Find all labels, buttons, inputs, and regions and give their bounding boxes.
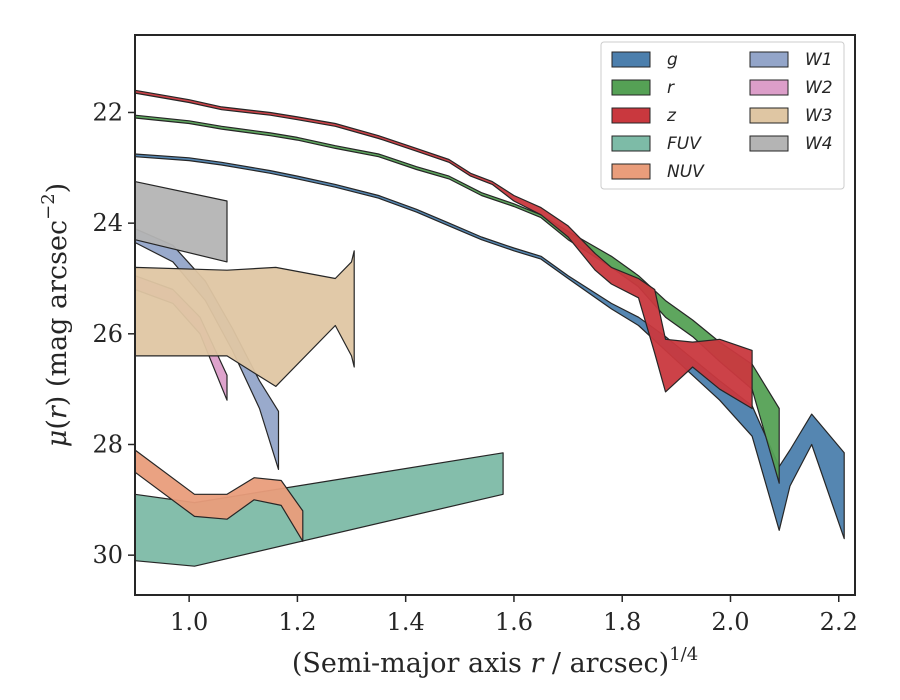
bands-layer (134, 89, 845, 567)
legend-swatch-nuv (611, 163, 651, 180)
legend-label-w2: W2 (805, 78, 833, 98)
legend-label-w4: W4 (805, 134, 833, 154)
y-tick-label: 30 (92, 541, 123, 569)
legend-label-r: r (667, 78, 675, 98)
legend-swatch-w2 (749, 79, 789, 96)
legend-entries: grz FUV NUV W1 W2 W3 W4 (611, 50, 833, 182)
y-axis-title-paren: ( (42, 419, 73, 430)
y-tick-label: 28 (92, 430, 123, 458)
x-tick-label: 1.0 (170, 608, 208, 636)
legend-swatch-w3 (749, 107, 789, 124)
legend-label-nuv: NUV (667, 162, 705, 182)
y-axis-title-var: μ (42, 430, 73, 448)
y-axis: 22 24 26 28 30 (92, 98, 135, 569)
legend-swatch-w1 (749, 51, 789, 68)
band-nuv (134, 449, 304, 542)
y-axis-title-unit: ) (mag arcsec (42, 220, 73, 406)
legend-swatch-r (611, 79, 651, 96)
x-axis: 1.0 1.2 1.4 1.6 1.8 2.0 2.2 (170, 595, 858, 636)
legend-label-z: z (666, 106, 677, 126)
legend-box (600, 41, 845, 190)
legend: grz FUV NUV W1 W2 W3 W4 (600, 41, 845, 190)
y-tick-label: 22 (92, 98, 123, 126)
x-axis-title-var: r (530, 648, 545, 679)
y-axis-title-exp: −2 (38, 193, 59, 220)
x-tick-label: 1.2 (278, 608, 316, 636)
legend-label-fuv: FUV (667, 134, 702, 154)
x-axis-title-unit: / arcsec) (543, 648, 669, 679)
x-axis-title-main: (Semi-major axis (292, 648, 531, 679)
band-w3 (134, 250, 355, 387)
x-tick-label: 2.2 (820, 608, 858, 636)
y-axis-title-r: r (42, 404, 73, 419)
x-axis-title: (Semi-major axis r / arcsec)1/4 (292, 644, 698, 679)
x-tick-label: 1.4 (387, 608, 425, 636)
x-tick-label: 1.8 (603, 608, 641, 636)
legend-swatch-g (611, 51, 651, 68)
legend-swatch-z (611, 107, 651, 124)
x-tick-label: 2.0 (711, 608, 749, 636)
plot-frame (134, 34, 856, 596)
y-tick-label: 24 (92, 209, 123, 237)
y-axis-title-close: ) (42, 183, 73, 194)
legend-swatch-w4 (749, 135, 789, 152)
y-axis-title: μ(r) (mag arcsec−2) (38, 183, 73, 447)
x-tick-label: 1.6 (495, 608, 533, 636)
legend-label-g: g (667, 50, 678, 70)
y-tick-label: 26 (92, 320, 123, 348)
legend-label-w3: W3 (805, 106, 833, 126)
band-g (134, 153, 845, 540)
legend-swatch-fuv (611, 135, 651, 152)
x-axis-title-exp: 1/4 (669, 644, 698, 665)
band-z (134, 89, 753, 410)
legend-label-w1: W1 (805, 50, 833, 70)
